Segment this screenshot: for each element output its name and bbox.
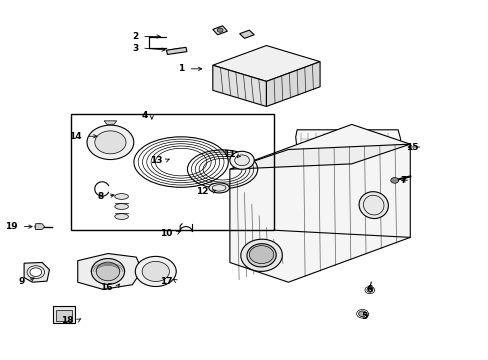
Text: 10: 10 [160, 229, 172, 238]
Polygon shape [166, 47, 186, 54]
Text: 11: 11 [223, 150, 235, 159]
Text: 14: 14 [69, 132, 82, 141]
Circle shape [142, 261, 169, 282]
Ellipse shape [246, 244, 276, 267]
Ellipse shape [208, 183, 229, 193]
Bar [71, 114, 273, 230]
Ellipse shape [115, 194, 128, 199]
Polygon shape [35, 224, 44, 229]
Ellipse shape [115, 204, 128, 210]
Polygon shape [53, 306, 75, 323]
Polygon shape [167, 48, 180, 54]
Circle shape [390, 177, 398, 183]
Text: 1: 1 [178, 64, 184, 73]
Text: 5: 5 [361, 312, 366, 321]
Text: 15: 15 [405, 143, 418, 152]
Ellipse shape [96, 262, 120, 281]
Text: 9: 9 [18, 276, 24, 285]
Text: 8: 8 [98, 192, 104, 201]
Polygon shape [295, 158, 400, 163]
Polygon shape [239, 30, 254, 39]
Text: 18: 18 [61, 316, 74, 325]
Text: 7: 7 [399, 176, 406, 185]
Text: 12: 12 [196, 187, 208, 196]
Text: 17: 17 [160, 276, 172, 285]
Ellipse shape [212, 185, 225, 191]
Polygon shape [229, 144, 409, 169]
Polygon shape [212, 26, 227, 35]
Polygon shape [104, 121, 117, 125]
Polygon shape [24, 262, 49, 282]
Text: 4: 4 [142, 111, 148, 120]
Text: 19: 19 [5, 222, 18, 231]
Ellipse shape [240, 239, 282, 271]
Ellipse shape [115, 214, 128, 220]
Polygon shape [229, 125, 409, 282]
Text: 6: 6 [365, 285, 371, 294]
Text: 13: 13 [150, 156, 162, 165]
Polygon shape [78, 253, 142, 289]
Polygon shape [212, 65, 266, 107]
Text: 2: 2 [132, 32, 138, 41]
Circle shape [30, 268, 41, 276]
Circle shape [229, 151, 254, 169]
Circle shape [95, 131, 126, 154]
Ellipse shape [358, 192, 387, 219]
Circle shape [87, 125, 134, 159]
Circle shape [249, 246, 273, 264]
Text: 16: 16 [100, 283, 113, 292]
Bar [56, 310, 72, 320]
Circle shape [135, 256, 176, 287]
Polygon shape [266, 62, 320, 107]
Polygon shape [212, 45, 320, 81]
Text: 3: 3 [132, 44, 138, 53]
Circle shape [217, 28, 223, 32]
Circle shape [358, 311, 366, 317]
Polygon shape [295, 130, 400, 158]
Circle shape [234, 155, 249, 166]
Ellipse shape [91, 258, 124, 284]
Circle shape [35, 224, 42, 229]
